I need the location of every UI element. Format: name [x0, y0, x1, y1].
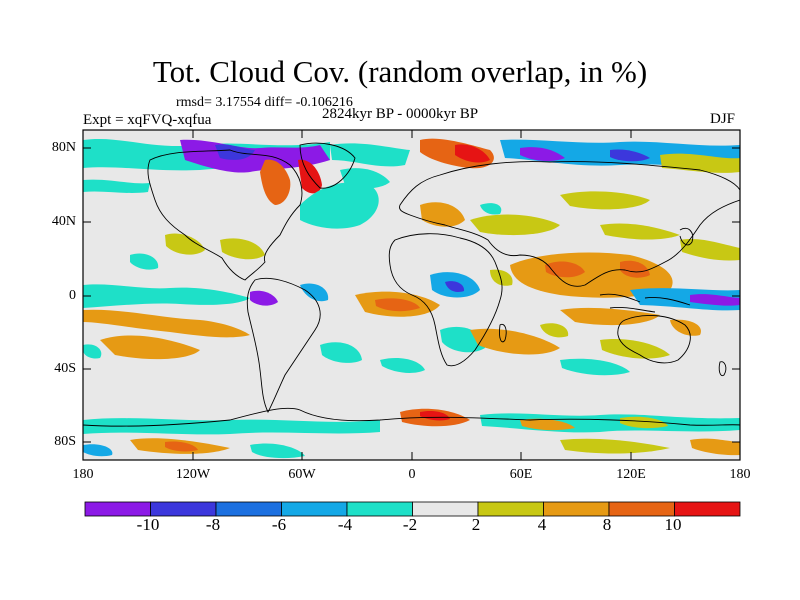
coastline-japan [679, 227, 694, 246]
colorbar-swatch [543, 501, 610, 517]
anomaly-patch [630, 288, 740, 311]
stats-text: rmsd= 3.17554 diff= -0.106216 [176, 95, 353, 110]
coastline-eurasia [399, 161, 740, 287]
lat-label: 80N [51, 140, 76, 155]
period-label: 2824kyr BP - 0000kyr BP [322, 106, 479, 122]
experiment-label: Expt = xqFVQ-xqfua [83, 112, 212, 128]
coastline-africa [388, 233, 503, 367]
colorbar-label: 2 [471, 515, 481, 534]
lat-label: 40S [54, 361, 76, 376]
coastline-australia [617, 315, 691, 364]
map-title: Tot. Cloud Cov. (random overlap, in %) [152, 54, 648, 89]
anomaly-patch [130, 253, 159, 270]
anomaly-patch [620, 260, 650, 278]
anomaly-patch [220, 238, 265, 260]
coastline-antarctica [83, 407, 740, 427]
anomaly-patch [300, 182, 379, 229]
coastlines [83, 142, 740, 427]
anomaly-patch [300, 283, 329, 302]
anomaly-patch [490, 269, 513, 286]
anomaly-patch [690, 294, 740, 306]
axis-ticks [83, 130, 740, 460]
anomaly-patch [340, 168, 390, 189]
anomaly-patch [215, 144, 255, 160]
colorbar-swatch [412, 501, 479, 517]
coastline-greenland [299, 142, 356, 189]
anomaly-patch [375, 298, 420, 312]
anomaly-patch [560, 307, 660, 326]
anomaly-patch [260, 159, 291, 205]
anomaly-patch [83, 309, 250, 338]
lon-label: 120W [175, 467, 211, 482]
anomaly-patch [600, 339, 670, 359]
colorbar-swatch [674, 501, 741, 517]
anomaly-patch [83, 284, 250, 308]
colorbar-swatch [215, 501, 282, 517]
lon-label: 60E [509, 467, 533, 482]
lon-label: 0 [408, 467, 416, 482]
anomaly-patch [250, 290, 278, 306]
anomaly-patch [680, 238, 740, 261]
anomaly-patch [600, 223, 680, 240]
anomaly-patch [620, 416, 668, 429]
anomaly-patch [560, 358, 630, 376]
anomaly-patch [83, 444, 113, 457]
coastline-north-america [147, 149, 303, 281]
colorbar-swatch [84, 501, 151, 517]
coastline-madagascar [499, 323, 507, 343]
colorbar [84, 501, 741, 517]
anomaly-patch [520, 147, 565, 162]
lat-label: 0 [69, 288, 76, 303]
colorbar-swatch [477, 501, 544, 517]
colorbar-swatch [281, 501, 348, 517]
coastline-indonesia [599, 293, 691, 313]
colorbar-swatch [150, 501, 217, 517]
anomaly-patch [100, 335, 200, 360]
colorbar-label: -10 [136, 515, 160, 534]
anomaly-patch [320, 342, 362, 363]
anomaly-patch [380, 358, 425, 373]
anomaly-patch [83, 418, 380, 435]
lat-label: 80S [54, 434, 76, 449]
lon-label: 120E [616, 467, 646, 482]
colorbar-label: -4 [337, 515, 353, 534]
anomaly-patch [83, 179, 150, 193]
anomaly-patch [670, 319, 701, 336]
anomaly-patch [560, 191, 650, 210]
colorbar-label: 8 [602, 515, 612, 534]
lon-label: 180 [72, 467, 94, 482]
anomaly-patch [540, 323, 569, 338]
anomaly-patch [470, 214, 560, 236]
anomaly-patch [83, 344, 102, 359]
lon-label: 180 [729, 467, 751, 482]
anomaly-patch [445, 281, 465, 292]
anomaly-patch [560, 438, 670, 454]
anomaly-patch [690, 438, 740, 456]
colorbar-label: -2 [402, 515, 418, 534]
season-label: DJF [710, 111, 736, 127]
anomaly-patch [420, 202, 465, 227]
colorbar-label: -6 [271, 515, 287, 534]
colorbar-label: 10 [664, 515, 682, 534]
anomaly-patch [165, 233, 205, 255]
anomaly-patch [330, 143, 410, 167]
anomaly-patch [420, 410, 450, 421]
anomaly-patch [250, 443, 305, 459]
colorbar-label: 4 [537, 515, 547, 534]
anomaly-patch [610, 149, 650, 162]
colorbar-swatch [608, 501, 675, 517]
lat-label: 40N [51, 214, 76, 229]
coastline-south-america [246, 277, 321, 413]
anomaly-field [83, 138, 740, 459]
anomaly-patch [455, 144, 490, 163]
anomaly-patch [480, 203, 502, 215]
lon-label: 60W [288, 467, 316, 482]
colorbar-label: -8 [205, 515, 221, 534]
anomaly-patch [470, 328, 560, 355]
colorbar-swatch [346, 501, 413, 517]
anomaly-patch [165, 441, 198, 452]
anomaly-patch [520, 418, 575, 431]
coastline-new-zealand [718, 361, 727, 377]
